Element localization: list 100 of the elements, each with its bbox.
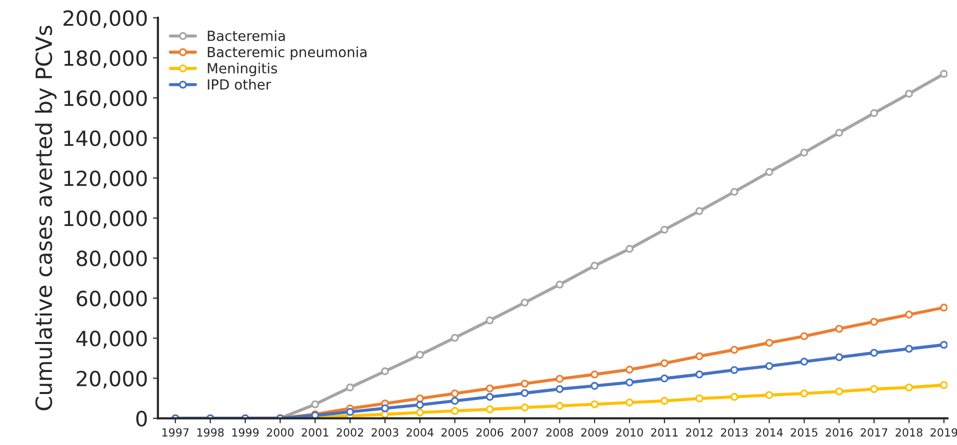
point (590, 370, 599, 378)
point (590, 262, 599, 270)
point (311, 400, 320, 408)
point (450, 396, 459, 405)
point (556, 374, 564, 383)
point (626, 244, 634, 253)
point (800, 390, 808, 398)
x-tick-label: 2006 (476, 428, 504, 437)
x-tick-label: 2004 (406, 428, 434, 437)
y-tick-label: 20,000 (76, 370, 147, 389)
point (590, 400, 599, 408)
x-tick-label: 2007 (511, 428, 538, 437)
x-tick-label: 2002 (336, 428, 364, 437)
x-tick-label: 2008 (546, 428, 574, 437)
point (870, 385, 878, 394)
y-axis-title: Cumulative cases averted by PCVs (34, 26, 56, 410)
point (835, 324, 844, 333)
x-tick-label: 2015 (790, 428, 818, 437)
point (590, 382, 599, 390)
y-tick-label: 100,000 (64, 210, 147, 228)
point (835, 128, 844, 137)
y-tick-label: 0 (136, 410, 147, 427)
point (730, 366, 738, 374)
point (695, 352, 704, 360)
point (416, 408, 424, 416)
point (486, 405, 494, 414)
y-tick-label: 40,000 (76, 330, 147, 349)
point (695, 370, 704, 378)
x-tick-label: 1997 (162, 428, 189, 437)
point (346, 384, 354, 392)
point (520, 298, 529, 307)
point (695, 394, 704, 402)
point (556, 280, 564, 288)
x-tick-label: 2000 (266, 428, 294, 437)
point (835, 388, 844, 396)
point (730, 392, 738, 401)
x-tick-label: 2013 (721, 428, 748, 437)
point (520, 404, 529, 412)
x-tick-label: 2018 (896, 428, 922, 437)
point (905, 344, 913, 353)
point (940, 304, 948, 312)
point (800, 148, 808, 157)
point (520, 380, 529, 388)
point (660, 396, 668, 405)
x-tick-label: 2005 (442, 428, 468, 437)
point (940, 381, 948, 390)
point (870, 348, 878, 357)
legend-label: Bacteremic pneumonia (208, 46, 366, 60)
point (416, 400, 424, 409)
point (660, 226, 668, 234)
point (450, 334, 459, 342)
point (626, 378, 634, 386)
x-tick-label: 1999 (232, 428, 259, 437)
point (381, 367, 389, 376)
point (416, 394, 424, 402)
point (660, 359, 668, 368)
point (486, 316, 494, 324)
point (450, 406, 459, 415)
point (905, 90, 913, 98)
point (765, 338, 774, 347)
point (520, 389, 529, 398)
point (765, 168, 774, 176)
x-tick-label: 2010 (616, 428, 643, 437)
y-tick-label: 200,000 (64, 10, 147, 28)
y-tick-label: 120,000 (64, 170, 147, 188)
point (381, 404, 389, 412)
point (765, 391, 774, 400)
point (556, 402, 564, 410)
x-tick-label: 2014 (756, 428, 783, 437)
point (556, 385, 564, 394)
point (800, 332, 808, 340)
point (940, 70, 948, 78)
y-tick-label: 180,000 (64, 50, 147, 68)
legend-label: IPD other (208, 78, 272, 90)
legend-label: Meningitis (208, 62, 278, 76)
y-tick-label: 80,000 (76, 250, 147, 268)
x-tick-label: 2009 (581, 428, 608, 437)
x-tick-label: 2011 (651, 428, 678, 437)
legend-label: Bacteremia (208, 30, 285, 42)
x-tick-label: 2001 (302, 428, 328, 437)
point (905, 310, 913, 319)
point (695, 207, 704, 215)
y-tick-label: 140,000 (64, 130, 147, 148)
point (626, 398, 634, 406)
x-tick-label: 2012 (686, 428, 712, 437)
point (660, 374, 668, 382)
x-tick-label: 2019 (930, 428, 957, 437)
point (765, 362, 774, 370)
x-tick-label: 1998 (197, 428, 224, 437)
point (730, 346, 738, 354)
y-tick-label: 160,000 (64, 90, 147, 108)
point (450, 390, 459, 398)
point (416, 350, 424, 359)
y-tick-label: 60,000 (76, 290, 147, 308)
point (835, 353, 844, 362)
point (870, 318, 878, 326)
point (626, 366, 634, 374)
point (800, 358, 808, 366)
point (905, 384, 913, 392)
point (730, 188, 738, 196)
